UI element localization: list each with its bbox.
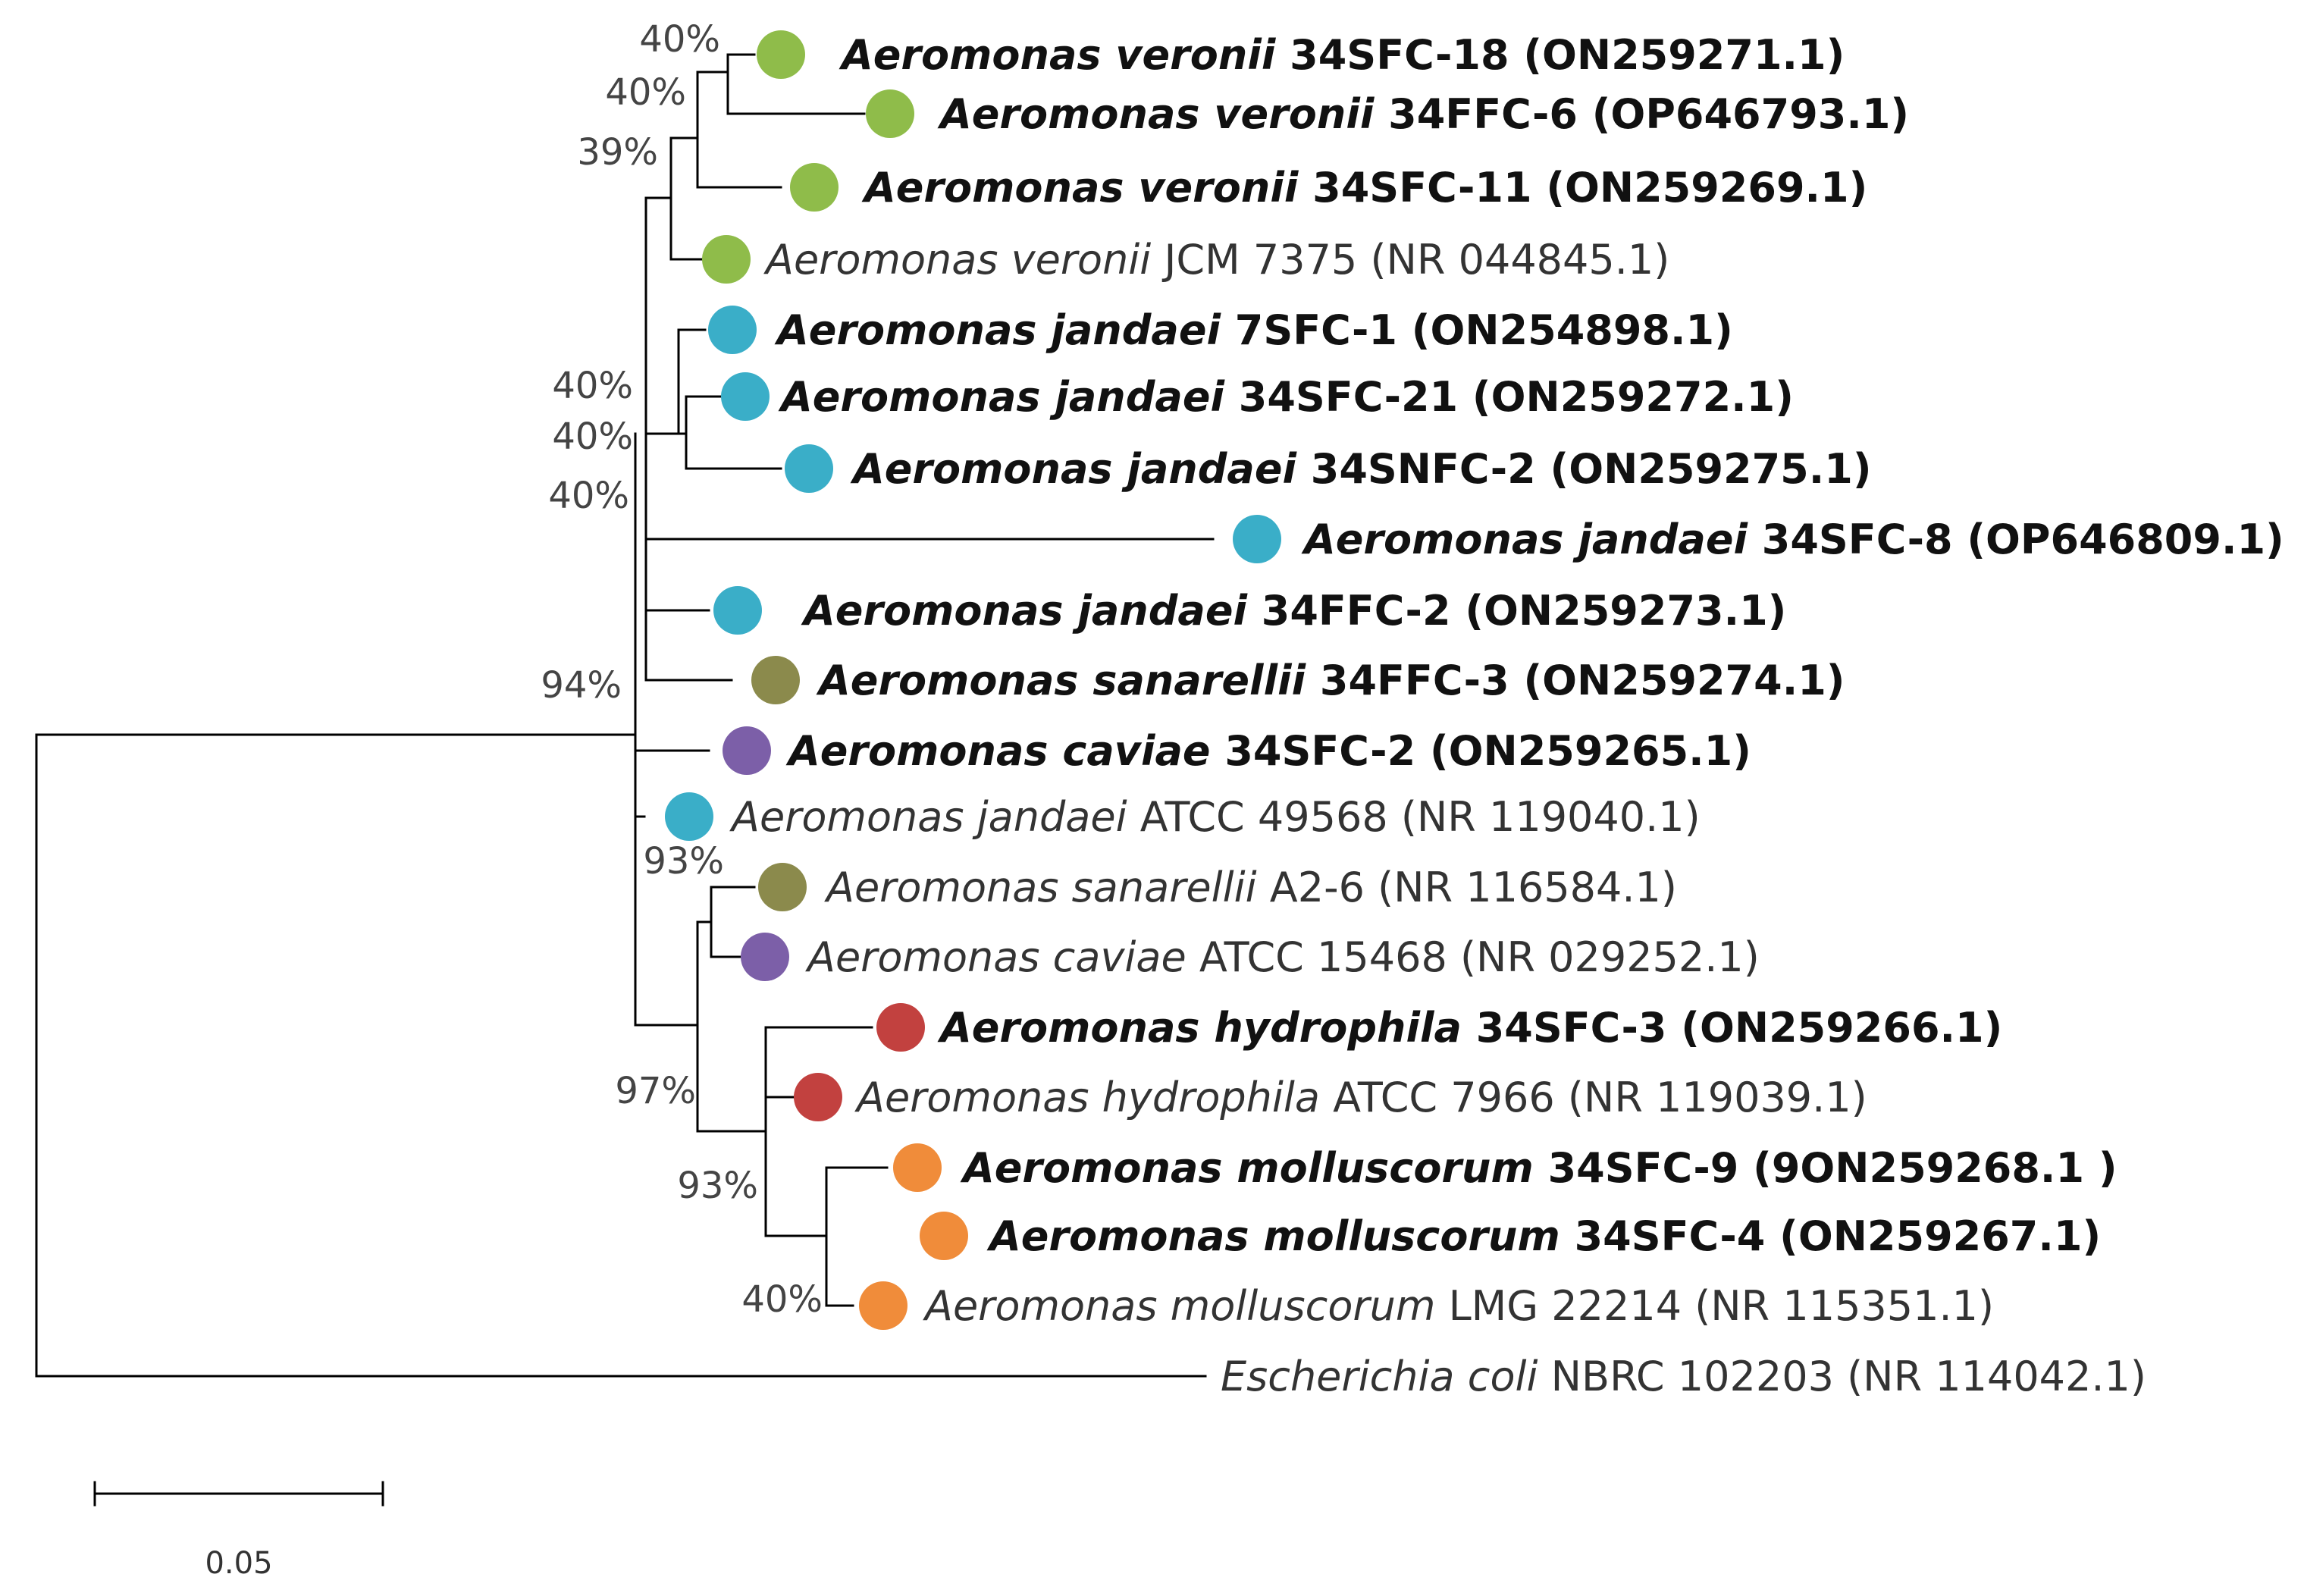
taxon-label: Aeromonas jandaei ATCC 49568 (NR 119040.… [729, 793, 1701, 841]
bootstrap-value: 94% [541, 664, 622, 707]
taxon-species-name: Aeromonas jandaei [801, 587, 1248, 635]
taxon-label: Aeromonas sanarellii 34FFC-3 (ON259274.1… [816, 657, 1845, 704]
taxon-strain-accession: ATCC 49568 (NR 119040.1) [1127, 793, 1701, 841]
taxon-label: Aeromonas jandaei 34SFC-21 (ON259272.1) [778, 373, 1794, 421]
taxon-species-name: Aeromonas jandaei [850, 445, 1297, 493]
tip-marker-veronii [702, 235, 751, 284]
taxon-label: Aeromonas jandaei 7SFC-1 (ON254898.1) [774, 306, 1733, 354]
tip-marker-jandaei [785, 444, 833, 493]
taxon-label: Aeromonas sanarellii A2-6 (NR 116584.1) [824, 864, 1677, 911]
taxon-label: Aeromonas hydrophila ATCC 7966 (NR 11903… [854, 1074, 1867, 1121]
taxon-label: Aeromonas hydrophila 34SFC-3 (ON259266.1… [937, 1004, 2002, 1052]
taxon-strain-accession: 34FFC-3 (ON259274.1) [1306, 657, 1845, 704]
taxon-species-name: Aeromonas hydrophila [937, 1004, 1462, 1052]
taxon-species-name: Aeromonas jandaei [774, 306, 1221, 354]
taxon-strain-accession: LMG 22214 (NR 115351.1) [1435, 1282, 1994, 1330]
taxon-strain-accession: 34SFC-8 (OP646809.1) [1748, 516, 2284, 563]
taxon-species-name: Aeromonas veronii [861, 164, 1299, 212]
taxon-label: Aeromonas jandaei 34SFC-8 (OP646809.1) [1301, 516, 2284, 563]
bootstrap-value: 40% [741, 1278, 823, 1321]
tree-tips: Aeromonas veronii 34SFC-18 (ON259271.1)A… [665, 30, 2284, 1400]
taxon-strain-accession: 34SNFC-2 (ON259275.1) [1296, 445, 1872, 493]
tip-marker-jandaei [665, 792, 713, 841]
tip-marker-caviae [741, 933, 789, 981]
taxon-strain-accession: 34FFC-6 (OP646793.1) [1374, 90, 1909, 138]
taxon-strain-accession: 34SFC-4 (ON259267.1) [1560, 1212, 2101, 1260]
tip-marker-caviae [723, 726, 771, 775]
taxon-strain-accession: 7SFC-1 (ON254898.1) [1221, 306, 1733, 354]
taxon-strain-accession: ATCC 7966 (NR 119039.1) [1320, 1074, 1867, 1121]
taxon-label: Aeromonas jandaei 34SNFC-2 (ON259275.1) [850, 445, 1872, 493]
taxon-species-name: Aeromonas molluscorum [923, 1282, 1435, 1330]
scale-bar-label: 0.05 [205, 1546, 272, 1581]
bootstrap-value: 93% [643, 840, 724, 883]
taxon-species-name: Aeromonas caviae [785, 727, 1211, 775]
taxon-label: Escherichia coli NBRC 102203 (NR 114042.… [1221, 1353, 2146, 1400]
taxon-label: Aeromonas caviae ATCC 15468 (NR 029252.1… [805, 933, 1760, 981]
taxon-label: Aeromonas veronii JCM 7375 (NR 044845.1) [763, 236, 1669, 284]
taxon-species-name: Aeromonas jandaei [1301, 516, 1748, 563]
taxon-strain-accession: 34SFC-2 (ON259265.1) [1211, 727, 1751, 775]
tip-marker-veronii [757, 30, 805, 79]
taxon-strain-accession: ATCC 15468 (NR 029252.1) [1186, 933, 1760, 981]
bootstrap-values: 40% 40% 39% 40% 40% 40% 94% 93% 97% 93% 40% [541, 18, 823, 1321]
taxon-label: Aeromonas molluscorum LMG 22214 (NR 1153… [923, 1282, 1994, 1330]
bootstrap-value: 93% [677, 1165, 758, 1207]
tip-marker-molluscorum [893, 1143, 942, 1192]
tree-branches [35, 53, 1215, 1378]
taxon-label: Aeromonas molluscorum 34SFC-9 (9ON259268… [960, 1144, 2117, 1192]
bootstrap-value: 40% [639, 18, 720, 61]
taxon-species-name: Escherichia coli [1221, 1353, 1538, 1400]
taxon-species-name: Aeromonas veronii [839, 31, 1277, 79]
taxon-label: Aeromonas caviae 34SFC-2 (ON259265.1) [785, 727, 1751, 775]
bootstrap-value: 40% [552, 415, 633, 458]
taxon-species-name: Aeromonas sanarellii [816, 657, 1307, 704]
taxon-strain-accession: 34SFC-18 (ON259271.1) [1275, 31, 1845, 79]
tip-marker-jandaei [708, 306, 757, 354]
taxon-label: Aeromonas veronii 34SFC-11 (ON259269.1) [861, 164, 1867, 212]
taxon-strain-accession: 34SFC-11 (ON259269.1) [1298, 164, 1867, 212]
taxon-strain-accession: A2-6 (NR 116584.1) [1257, 864, 1677, 911]
tip-marker-molluscorum [859, 1281, 907, 1330]
taxon-species-name: Aeromonas molluscorum [960, 1144, 1534, 1192]
taxon-species-name: Aeromonas jandaei [729, 793, 1127, 841]
taxon-species-name: Aeromonas jandaei [778, 373, 1225, 421]
taxon-strain-accession: 34SFC-3 (ON259266.1) [1462, 1004, 2002, 1052]
taxon-label: Aeromonas jandaei 34FFC-2 (ON259273.1) [801, 587, 1786, 635]
tip-marker-hydrophila [794, 1073, 842, 1121]
taxon-species-name: Aeromonas veronii [763, 236, 1151, 284]
tip-marker-sanarellii [751, 656, 800, 704]
taxon-strain-accession: NBRC 102203 (NR 114042.1) [1538, 1353, 2147, 1400]
taxon-label: Aeromonas veronii 34SFC-18 (ON259271.1) [839, 31, 1845, 79]
taxon-species-name: Aeromonas caviae [805, 933, 1186, 981]
taxon-strain-accession: 34SFC-9 (9ON259268.1 ) [1534, 1144, 2117, 1192]
bootstrap-value: 97% [615, 1070, 696, 1112]
bootstrap-value: 39% [577, 131, 658, 174]
tip-marker-veronii [866, 89, 914, 138]
tip-marker-hydrophila [876, 1003, 925, 1052]
tip-marker-jandaei [713, 586, 762, 635]
tip-marker-sanarellii [758, 863, 807, 911]
taxon-strain-accession: 34FFC-2 (ON259273.1) [1247, 587, 1786, 635]
bootstrap-value: 40% [548, 475, 629, 517]
taxon-strain-accession: 34SFC-21 (ON259272.1) [1224, 373, 1794, 421]
tip-marker-jandaei [721, 372, 770, 421]
taxon-species-name: Aeromonas sanarellii [824, 864, 1257, 911]
taxon-strain-accession: JCM 7375 (NR 044845.1) [1151, 236, 1669, 284]
taxon-label: Aeromonas veronii 34FFC-6 (OP646793.1) [937, 90, 1909, 138]
bootstrap-value: 40% [605, 71, 686, 114]
taxon-species-name: Aeromonas hydrophila [854, 1074, 1320, 1121]
taxon-species-name: Aeromonas veronii [937, 90, 1375, 138]
scale-bar: 0.05 [93, 1481, 384, 1581]
tip-marker-jandaei [1233, 515, 1281, 563]
bootstrap-value: 40% [552, 365, 633, 407]
tip-marker-molluscorum [920, 1212, 968, 1260]
taxon-species-name: Aeromonas molluscorum [986, 1212, 1560, 1260]
taxon-label: Aeromonas molluscorum 34SFC-4 (ON259267.… [986, 1212, 2101, 1260]
tip-marker-veronii [790, 163, 839, 212]
